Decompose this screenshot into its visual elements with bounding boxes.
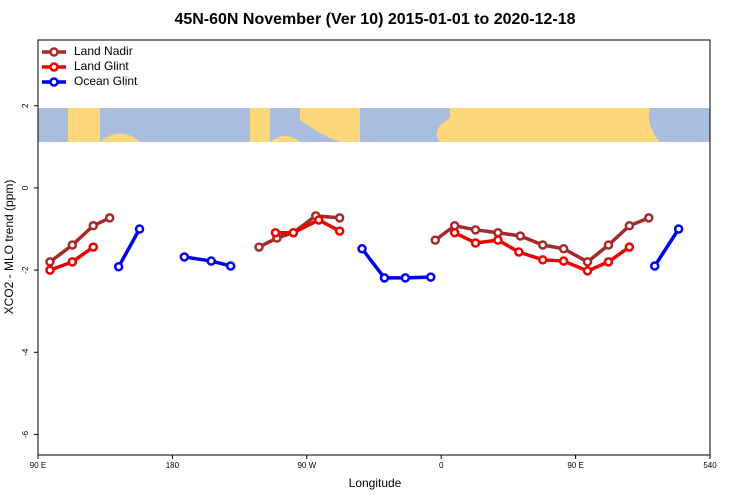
point bbox=[270, 227, 281, 238]
x-tick-label: 90 E bbox=[567, 461, 583, 470]
legend-label: Land Glint bbox=[74, 59, 129, 73]
point bbox=[470, 238, 481, 248]
point bbox=[288, 227, 299, 238]
point bbox=[644, 213, 654, 223]
legend-marker bbox=[49, 47, 59, 57]
x-axis-label: Longitude bbox=[349, 476, 402, 490]
x-tick-label: 180 bbox=[166, 461, 180, 470]
y-tick-label: 0 bbox=[21, 185, 30, 190]
point bbox=[379, 273, 390, 283]
x-tick-label: 0 bbox=[439, 461, 444, 470]
legend-marker bbox=[49, 62, 59, 72]
point bbox=[113, 262, 124, 272]
point bbox=[449, 227, 460, 238]
point bbox=[206, 256, 216, 266]
point bbox=[537, 255, 548, 265]
point bbox=[673, 224, 684, 234]
x-tick-label: 90 W bbox=[297, 461, 316, 470]
point bbox=[225, 261, 236, 271]
point bbox=[88, 220, 99, 231]
series-line bbox=[48, 214, 650, 264]
point bbox=[558, 256, 569, 266]
point bbox=[45, 265, 55, 275]
point bbox=[649, 261, 660, 271]
y-axis-label: XCO2 - MLO trend (ppm) bbox=[2, 180, 16, 315]
point bbox=[603, 257, 614, 267]
point bbox=[400, 273, 411, 283]
legend-marker bbox=[49, 77, 59, 87]
chart-title: 45N-60N November (Ver 10) 2015-01-01 to … bbox=[174, 11, 575, 28]
point bbox=[67, 257, 78, 267]
point bbox=[514, 247, 524, 257]
point bbox=[357, 243, 367, 254]
point bbox=[537, 240, 548, 250]
point bbox=[313, 215, 324, 225]
legend-label: Land Nadir bbox=[74, 44, 133, 58]
legend-label: Ocean Glint bbox=[74, 74, 138, 88]
map-strip bbox=[38, 108, 710, 142]
point bbox=[254, 242, 264, 252]
point bbox=[430, 235, 440, 245]
point bbox=[582, 257, 593, 267]
y-tick-label: -6 bbox=[21, 430, 30, 438]
point bbox=[582, 266, 593, 276]
point bbox=[134, 224, 145, 234]
series-line bbox=[117, 228, 681, 280]
point bbox=[515, 231, 526, 241]
plot-frame bbox=[37, 39, 711, 456]
point bbox=[624, 220, 635, 231]
point bbox=[470, 225, 481, 235]
point bbox=[104, 213, 115, 223]
point bbox=[179, 252, 190, 262]
point bbox=[334, 226, 345, 236]
point bbox=[624, 242, 635, 252]
x-tick-label: 90 E bbox=[30, 461, 46, 470]
point bbox=[334, 213, 345, 223]
point bbox=[425, 272, 436, 282]
y-tick-label: 2 bbox=[21, 103, 30, 108]
point bbox=[88, 242, 99, 252]
point bbox=[493, 227, 503, 238]
x-tick-label: 540 bbox=[703, 461, 717, 470]
point bbox=[67, 240, 78, 250]
point bbox=[558, 243, 569, 254]
y-tick-label: -2 bbox=[21, 266, 30, 274]
y-tick-label: -4 bbox=[21, 348, 30, 356]
point bbox=[603, 240, 614, 250]
point bbox=[45, 257, 55, 267]
point bbox=[493, 235, 503, 245]
